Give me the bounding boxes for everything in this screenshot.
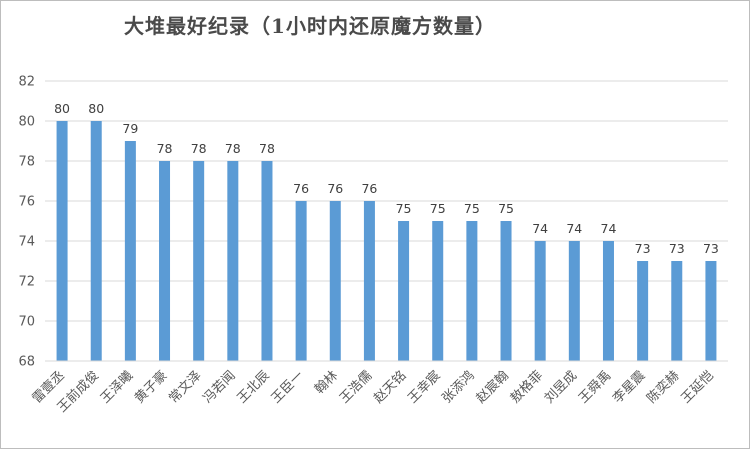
y-tick-label: 82 [18, 75, 35, 90]
data-label: 75 [464, 201, 480, 216]
gridlines [45, 80, 728, 322]
bar [261, 161, 273, 361]
bar [295, 201, 307, 361]
data-label: 75 [498, 201, 514, 216]
data-label: 80 [88, 101, 104, 116]
bar [329, 201, 341, 361]
y-tick-label: 76 [18, 195, 35, 210]
bar [90, 121, 102, 361]
x-tick-label: 王浩儒 [337, 368, 375, 406]
data-label: 76 [361, 181, 377, 196]
x-tick-label: 赵宸翰 [473, 368, 512, 407]
data-label: 78 [259, 141, 275, 156]
x-tick-label: 张添鸿 [439, 368, 478, 407]
bar [56, 121, 68, 361]
x-tick-label: 陈奕赫 [644, 368, 683, 407]
data-label: 76 [293, 181, 309, 196]
x-tick-label: 刘昱成 [542, 368, 580, 406]
data-label: 74 [601, 221, 617, 236]
bars [56, 121, 717, 361]
bar [500, 221, 512, 361]
y-tick-label: 78 [18, 155, 35, 170]
x-tick-label: 王北辰 [235, 368, 273, 406]
bar [466, 221, 478, 361]
data-label: 79 [122, 121, 138, 136]
y-tick-label: 80 [18, 115, 35, 130]
data-label: 76 [327, 181, 343, 196]
bar [193, 161, 205, 361]
data-label: 73 [703, 241, 719, 256]
chart-title: 大堆最好纪录（1小时内还原魔方数量） [124, 14, 496, 38]
x-tick-label: 王幸宸 [405, 368, 444, 407]
y-tick-label: 72 [18, 275, 35, 290]
data-label: 78 [191, 141, 207, 156]
bar [363, 201, 375, 361]
x-tick-label: 冯若闻 [200, 368, 239, 407]
data-label: 78 [157, 141, 173, 156]
data-label: 73 [669, 241, 685, 256]
data-label: 74 [566, 221, 582, 236]
data-label: 74 [532, 221, 548, 236]
bar [568, 241, 580, 361]
x-tick-label: 黄子豪 [131, 368, 170, 407]
y-tick-label: 70 [18, 315, 35, 330]
bar [534, 241, 546, 361]
value-labels: 80 80 79 78 78 78 78 76 76 76 75 75 75 75 74 74 74 73 73 73 [54, 101, 719, 256]
bar [432, 221, 444, 361]
bar [398, 221, 410, 361]
data-label: 80 [54, 101, 70, 116]
bar [602, 241, 614, 361]
x-tick-label: 敖格菲 [507, 368, 546, 407]
x-tick-label: 李星震 [610, 368, 648, 406]
data-label: 73 [635, 241, 651, 256]
x-tick-label: 赵天铭 [371, 368, 409, 406]
bar [671, 261, 683, 361]
bar [124, 141, 136, 361]
x-tick-label: 王延恺 [679, 368, 717, 406]
data-label: 78 [225, 141, 241, 156]
y-axis-ticks: 68 70 72 74 76 78 80 82 [18, 75, 35, 370]
bar [637, 261, 649, 361]
y-tick-label: 68 [18, 355, 35, 370]
bar [159, 161, 171, 361]
bar [705, 261, 717, 361]
x-tick-label: 王泽曦 [97, 368, 136, 407]
x-tick-label: 王臣一 [269, 368, 307, 406]
data-label: 75 [430, 201, 446, 216]
x-tick-label: 王舜禹 [576, 368, 614, 406]
bar [227, 161, 239, 361]
y-tick-label: 74 [18, 235, 35, 250]
data-label: 75 [396, 201, 412, 216]
x-tick-label: 常文泽 [166, 368, 204, 406]
x-tick-label: 翰林 [312, 368, 341, 397]
